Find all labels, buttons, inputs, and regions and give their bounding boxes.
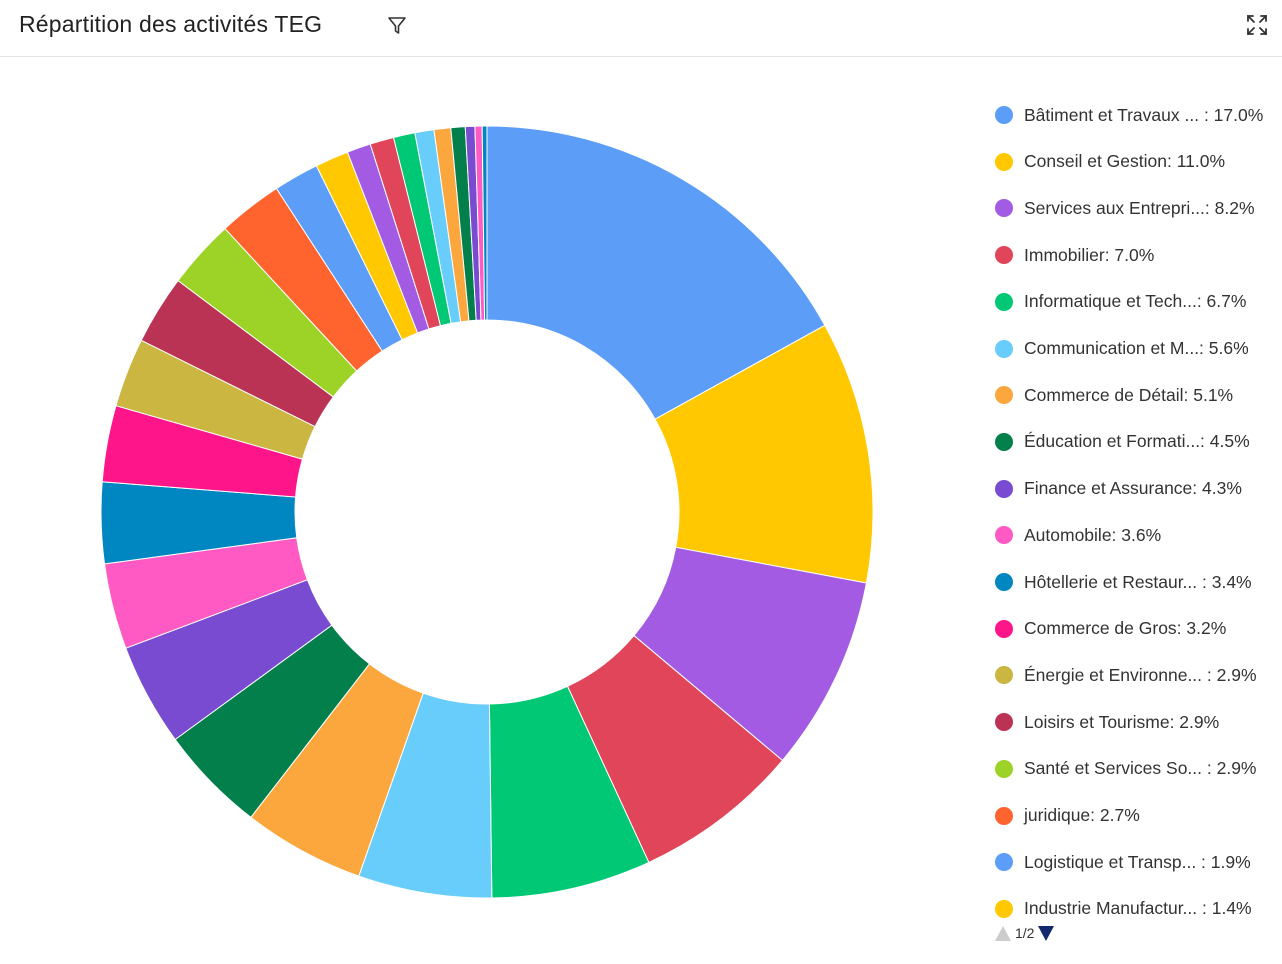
- legend-item[interactable]: Immobilier: 7.0%: [995, 240, 1280, 270]
- legend-label: Énergie et Environne... : 2.9%: [1024, 664, 1257, 685]
- legend-label: Immobilier: 7.0%: [1024, 244, 1155, 265]
- legend-label: Bâtiment et Travaux ... : 17.0%: [1024, 104, 1264, 125]
- legend-dot-icon: [995, 573, 1013, 591]
- legend-dot-icon: [995, 432, 1013, 451]
- legend-dot-icon: [995, 152, 1013, 171]
- legend-label: Services aux Entrepri...: 8.2%: [1024, 197, 1255, 218]
- legend-dot-icon: [995, 759, 1013, 778]
- legend-item[interactable]: Conseil et Gestion: 11.0%: [995, 147, 1280, 177]
- legend-item[interactable]: Énergie et Environne... : 2.9%: [995, 660, 1280, 690]
- chart-header: Répartition des activités TEG: [0, 0, 1282, 57]
- legend-dot-icon: [995, 106, 1013, 124]
- legend-dot-icon: [995, 526, 1013, 545]
- legend-item[interactable]: juridique: 2.7%: [995, 801, 1280, 831]
- chart-title: Répartition des activités TEG: [19, 11, 323, 37]
- legend-dot-icon: [995, 479, 1013, 498]
- pager-prev-icon[interactable]: [995, 925, 1011, 941]
- legend-item[interactable]: Informatique et Tech...: 6.7%: [995, 287, 1280, 317]
- pie-slice-0[interactable]: [486, 125, 826, 420]
- legend-label: Industrie Manufactur... : 1.4%: [1024, 898, 1252, 919]
- legend-label: juridique: 2.7%: [1024, 805, 1140, 825]
- pager-label: 1/2: [1015, 925, 1035, 941]
- pie-slice-26[interactable]: [481, 125, 488, 321]
- legend-dot-icon: [995, 292, 1013, 311]
- legend-pager: 1/2: [995, 923, 1055, 943]
- legend-item[interactable]: Finance et Assurance: 4.3%: [995, 474, 1280, 504]
- donut-chart: [100, 125, 874, 899]
- legend-dot-icon: [995, 666, 1013, 685]
- legend-item[interactable]: Éducation et Formati...: 4.5%: [995, 427, 1280, 457]
- legend-item[interactable]: Santé et Services So... : 2.9%: [995, 754, 1280, 784]
- legend-label: Hôtellerie et Restaur... : 3.4%: [1024, 571, 1252, 592]
- legend-item[interactable]: Commerce de Gros: 3.2%: [995, 614, 1280, 644]
- legend-label: Finance et Assurance: 4.3%: [1024, 478, 1242, 499]
- filter-icon[interactable]: [386, 14, 408, 36]
- legend-item[interactable]: Commerce de Détail: 5.1%: [995, 380, 1280, 410]
- legend-label: Informatique et Tech...: 6.7%: [1024, 291, 1247, 312]
- legend-dot-icon: [995, 713, 1013, 732]
- legend-label: Commerce de Détail: 5.1%: [1024, 384, 1234, 405]
- pie-slice-1[interactable]: [654, 324, 874, 584]
- expand-icon[interactable]: [1245, 13, 1269, 37]
- legend-dot-icon: [995, 246, 1013, 265]
- legend-dot-icon: [995, 339, 1013, 358]
- legend-dot-icon: [995, 806, 1013, 825]
- legend-item[interactable]: Services aux Entrepri...: 8.2%: [995, 193, 1280, 223]
- legend-label: Automobile: 3.6%: [1024, 524, 1162, 545]
- legend-label: Éducation et Formati...: 4.5%: [1024, 431, 1250, 452]
- pager-next-icon[interactable]: [1038, 925, 1055, 941]
- legend-dot-icon: [995, 899, 1013, 918]
- legend-item[interactable]: Loisirs et Tourisme: 2.9%: [995, 707, 1280, 737]
- legend-label: Commerce de Gros: 3.2%: [1024, 618, 1227, 639]
- legend-label: Conseil et Gestion: 11.0%: [1024, 151, 1226, 172]
- legend-label: Communication et M...: 5.6%: [1024, 338, 1249, 358]
- legend-label: Santé et Services So... : 2.9%: [1024, 758, 1257, 779]
- legend-item[interactable]: Bâtiment et Travaux ... : 17.0%: [995, 100, 1280, 130]
- legend-item[interactable]: Industrie Manufactur... : 1.4%: [995, 894, 1280, 924]
- legend-item[interactable]: Communication et M...: 5.6%: [995, 334, 1280, 364]
- legend-dot-icon: [995, 386, 1013, 405]
- legend-label: Logistique et Transp... : 1.9%: [1024, 851, 1251, 872]
- legend-item[interactable]: Automobile: 3.6%: [995, 520, 1280, 550]
- legend-dot-icon: [995, 853, 1013, 872]
- legend-item[interactable]: Hôtellerie et Restaur... : 3.4%: [995, 567, 1280, 597]
- legend-item[interactable]: Logistique et Transp... : 1.9%: [995, 847, 1280, 877]
- legend-dot-icon: [995, 199, 1013, 218]
- legend-dot-icon: [995, 619, 1013, 638]
- legend-label: Loisirs et Tourisme: 2.9%: [1024, 711, 1220, 732]
